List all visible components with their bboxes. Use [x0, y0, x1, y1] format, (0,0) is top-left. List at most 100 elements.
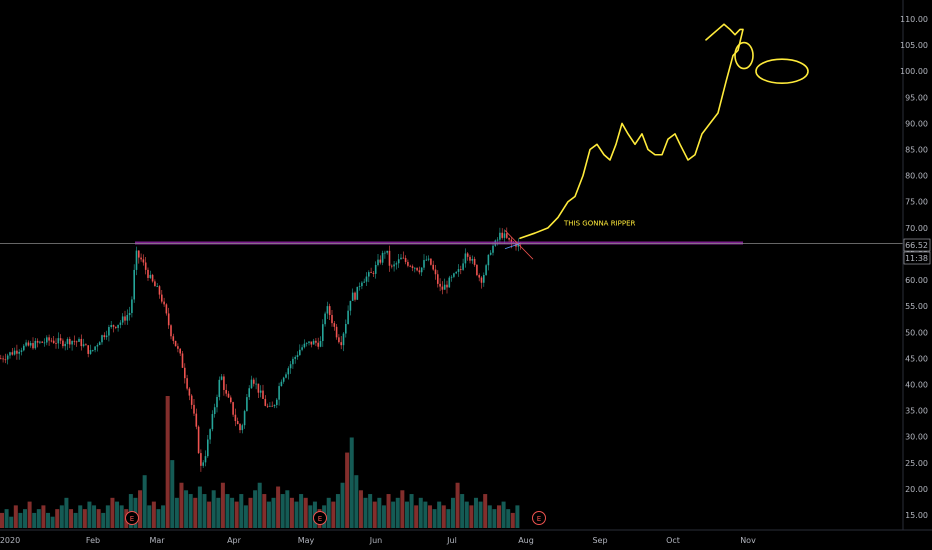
- earnings-marker-2[interactable]: [532, 511, 546, 525]
- volume-bar-91: [418, 497, 423, 528]
- candle-body-6: [13, 350, 16, 355]
- candle-body-131: [301, 347, 303, 350]
- candle-body-125: [287, 368, 290, 375]
- earnings-marker-0[interactable]: [125, 511, 139, 525]
- candle-body-66: [151, 274, 154, 282]
- candle-body-168: [386, 250, 388, 253]
- candle-body-104: [239, 424, 241, 431]
- candle-body-156: [358, 286, 361, 287]
- price-axis-tick-17: 100.00: [900, 67, 928, 76]
- candle-body-147: [338, 337, 340, 343]
- volume-bar-75: [345, 452, 350, 528]
- candle-body-92: [211, 414, 214, 430]
- candle-body-203: [466, 253, 469, 257]
- candle-body-25: [57, 338, 60, 344]
- volume-bar-17: [78, 505, 83, 528]
- wedge-lower-line[interactable]: [504, 243, 521, 250]
- volume-bars: [0, 396, 520, 528]
- candle-body-74: [170, 325, 172, 337]
- candle-body-73: [167, 313, 170, 326]
- volume-bar-100: [460, 494, 465, 528]
- candle-body-16: [36, 340, 39, 343]
- candle-body-7: [16, 350, 18, 354]
- volume-bar-57: [262, 494, 267, 528]
- projection-drawing[interactable]: [504, 23, 809, 260]
- candle-body-78: [179, 348, 181, 354]
- candle-body-57: [131, 299, 133, 313]
- volume-bar-39: [179, 482, 184, 528]
- volume-bar-47: [216, 497, 221, 528]
- candle-body-118: [271, 405, 273, 407]
- volume-bar-77: [354, 475, 359, 528]
- volume-bar-37: [170, 460, 175, 528]
- candle-body-151: [347, 310, 349, 324]
- volume-bar-86: [395, 497, 400, 528]
- volume-bar-18: [82, 509, 87, 528]
- annotation-text[interactable]: THIS GONNA RIPPER: [563, 220, 635, 228]
- price-axis-tick-12: 75.00: [905, 198, 928, 207]
- volume-bar-32: [147, 505, 152, 528]
- time-axis[interactable]: 2020 Feb Mar Apr May Jun Jul Aug Sep Oct Nov: [0, 536, 756, 545]
- candle-body-60: [138, 250, 140, 258]
- candle-body-133: [305, 342, 308, 344]
- candle-body-30: [69, 338, 71, 345]
- projection-path[interactable]: [519, 23, 744, 240]
- price-axis-tick-8: 55.00: [905, 302, 928, 311]
- candle-body-38: [87, 345, 89, 354]
- volume-bar-22: [101, 512, 106, 528]
- candle-body-44: [101, 335, 103, 343]
- wedge-upper-line[interactable]: [504, 230, 534, 260]
- candle-body-114: [262, 390, 264, 399]
- candle-body-113: [259, 390, 262, 393]
- time-axis-tick-2: Mar: [149, 536, 165, 545]
- candle-body-197: [453, 273, 455, 277]
- volume-bar-16: [73, 512, 78, 528]
- volume-bar-93: [427, 505, 432, 528]
- candle-body-140: [322, 324, 324, 342]
- candle-body-17: [39, 341, 41, 343]
- candle-body-154: [354, 292, 356, 300]
- volume-bar-19: [87, 501, 92, 528]
- candle-body-47: [108, 327, 110, 336]
- volume-bar-8: [36, 509, 41, 528]
- candle-body-121: [278, 386, 280, 400]
- resistance-zone[interactable]: [135, 241, 743, 245]
- projection-loop-left[interactable]: [734, 41, 754, 70]
- volume-bar-65: [299, 494, 304, 528]
- candle-body-172: [395, 263, 398, 265]
- candle-body-155: [356, 286, 359, 300]
- time-axis-tick-9: Oct: [666, 536, 680, 545]
- volume-bar-61: [280, 494, 285, 528]
- earnings-marker-1[interactable]: [313, 511, 327, 525]
- candle-body-111: [255, 383, 257, 385]
- volume-bar-5: [23, 509, 28, 528]
- time-axis-tick-6: Jul: [446, 536, 457, 545]
- candle-body-12: [27, 342, 30, 346]
- candle-body-53: [121, 316, 124, 323]
- candle-body-83: [190, 395, 193, 405]
- candle-body-194: [446, 284, 448, 288]
- candle-body-180: [414, 267, 416, 269]
- price-axis-tick-2: 25.00: [905, 459, 928, 468]
- volume-bar-96: [441, 505, 446, 528]
- candle-body-126: [289, 364, 292, 369]
- candle-body-8: [18, 351, 20, 354]
- candle-body-101: [232, 402, 234, 415]
- candle-body-183: [420, 267, 423, 273]
- candle-body-94: [216, 397, 218, 408]
- candle-body-186: [427, 258, 430, 260]
- candle-body-70: [161, 294, 163, 302]
- candle-body-106: [243, 411, 246, 426]
- candle-body-153: [351, 292, 354, 301]
- price-axis-tick-9: 60.00: [905, 276, 928, 285]
- candle-body-146: [335, 326, 338, 338]
- volume-bar-9: [41, 505, 46, 528]
- volume-bar-49: [225, 494, 230, 528]
- projection-loop-right[interactable]: [755, 58, 809, 85]
- candle-body-10: [23, 345, 25, 351]
- candle-body-217: [499, 232, 501, 240]
- volume-bar-56: [257, 482, 262, 528]
- volume-bar-78: [358, 490, 363, 528]
- candle-body-54: [124, 316, 126, 321]
